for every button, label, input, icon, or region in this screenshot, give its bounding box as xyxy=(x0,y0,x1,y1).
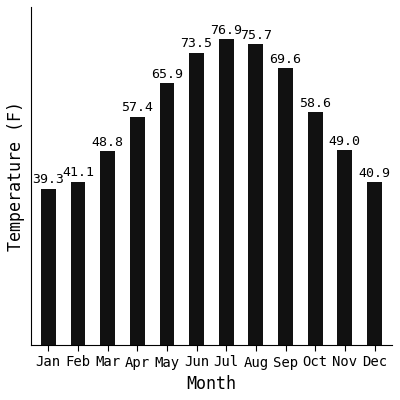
Y-axis label: Temperature (F): Temperature (F) xyxy=(7,101,25,251)
Text: 76.9: 76.9 xyxy=(210,24,242,37)
Bar xyxy=(160,83,174,345)
Text: 58.6: 58.6 xyxy=(299,96,331,110)
Text: 69.6: 69.6 xyxy=(270,53,302,66)
Bar xyxy=(308,112,323,345)
Text: 75.7: 75.7 xyxy=(240,28,272,42)
Bar xyxy=(100,151,115,345)
Bar xyxy=(130,117,145,345)
Text: 57.4: 57.4 xyxy=(121,101,153,114)
Text: 40.9: 40.9 xyxy=(358,167,390,180)
Bar xyxy=(367,182,382,345)
Text: 39.3: 39.3 xyxy=(32,173,64,186)
Text: 65.9: 65.9 xyxy=(151,68,183,80)
Bar xyxy=(338,150,352,345)
X-axis label: Month: Month xyxy=(186,375,236,393)
Text: 48.8: 48.8 xyxy=(92,136,124,148)
Bar xyxy=(219,39,234,345)
Text: 49.0: 49.0 xyxy=(329,135,361,148)
Bar xyxy=(278,68,293,345)
Bar xyxy=(70,182,85,345)
Text: 73.5: 73.5 xyxy=(180,37,212,50)
Bar xyxy=(189,53,204,345)
Bar xyxy=(248,44,263,345)
Bar xyxy=(41,189,56,345)
Text: 41.1: 41.1 xyxy=(62,166,94,179)
